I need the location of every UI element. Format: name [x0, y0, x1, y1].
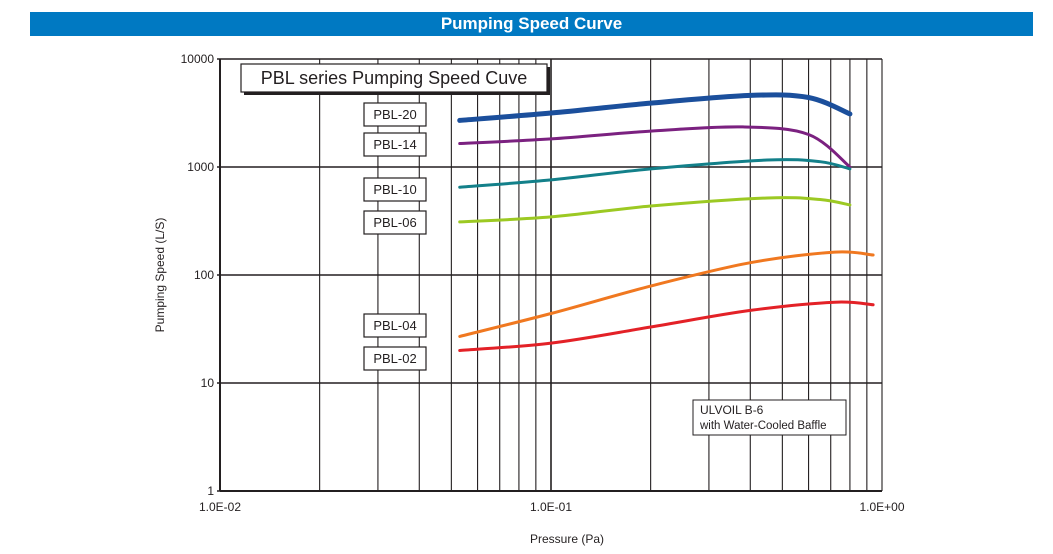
x-tick-label: 1.0E-01	[530, 500, 572, 514]
legend-item: PBL-14	[363, 132, 427, 157]
series-line-pbl-10	[458, 158, 852, 189]
series-line-pbl-06	[458, 196, 852, 224]
y-tick-label: 10000	[181, 52, 215, 66]
legend-box	[363, 210, 427, 235]
y-tick-label: 10	[201, 376, 215, 390]
legend-box	[363, 132, 427, 157]
legend-label: PBL-04	[373, 318, 416, 333]
chart-title-box: PBL series Pumping Speed Cuve	[240, 63, 550, 95]
legend-box	[363, 102, 427, 127]
legend-item: PBL-06	[363, 210, 427, 235]
legend-item: PBL-02	[363, 346, 427, 371]
x-tick-label: 1.0E+00	[859, 500, 904, 514]
series-line-pbl-02	[458, 300, 875, 352]
y-tick-label: 1	[207, 484, 214, 498]
y-tick-label: 100	[194, 268, 214, 282]
legend-label: PBL-10	[373, 182, 416, 197]
legend: PBL-20 PBL-14 PBL-10 PBL-06 PBL-04 PBL-02	[363, 102, 427, 371]
x-tick-label: 1.0E-02	[199, 500, 241, 514]
legend-box	[363, 346, 427, 371]
legend-item: PBL-20	[363, 102, 427, 127]
legend-label: PBL-06	[373, 215, 416, 230]
annotation-box: ULVOIL B-6 with Water-Cooled Baffle	[692, 399, 847, 436]
y-tick-labels: 10000 1000 100 10 1	[181, 52, 215, 498]
annotation-line-2: with Water-Cooled Baffle	[699, 420, 827, 432]
legend-label: PBL-20	[373, 107, 416, 122]
chart-banner-title: Pumping Speed Curve	[30, 12, 1033, 36]
x-tick-labels: 1.0E-02 1.0E-01 1.0E+00	[199, 500, 905, 514]
grid	[217, 58, 883, 492]
legend-box	[363, 177, 427, 202]
curves	[457, 92, 875, 352]
annotation-line-1: ULVOIL B-6	[700, 403, 764, 417]
legend-label: PBL-14	[373, 137, 416, 152]
series-line-pbl-04	[458, 250, 875, 338]
legend-item: PBL-04	[363, 313, 427, 338]
chart-title: PBL series Pumping Speed Cuve	[261, 68, 527, 88]
legend-label: PBL-02	[373, 351, 416, 366]
y-axis-label: Pumping Speed (L/S)	[153, 218, 167, 333]
y-tick-label: 1000	[187, 160, 214, 174]
series-line-pbl-20	[457, 92, 853, 123]
x-axis-label: Pressure (Pa)	[530, 532, 604, 546]
legend-box	[363, 313, 427, 338]
legend-item: PBL-10	[363, 177, 427, 202]
series-line-pbl-14	[458, 125, 852, 169]
